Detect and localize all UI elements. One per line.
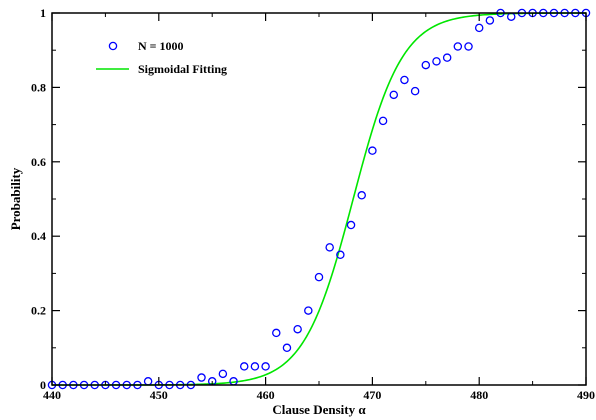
data-point: [474, 23, 484, 33]
data-point: [368, 146, 377, 155]
y-tick-label: 0: [40, 378, 46, 392]
plot-area: [47, 8, 591, 390]
legend: N = 1000 Sigmoidal Fitting: [96, 39, 227, 76]
legend-label-n-1000: N = 1000: [138, 39, 184, 53]
legend-label-sigmoidal-fitting: Sigmoidal Fitting: [138, 62, 227, 76]
data-point: [218, 369, 228, 379]
x-tick-label: 470: [363, 388, 381, 402]
y-tick-label: 0.2: [31, 304, 46, 318]
data-point: [314, 272, 324, 282]
series-line-sigmoidal-fitting: [52, 12, 586, 386]
data-point: [272, 328, 281, 338]
y-axis-label: Probability: [8, 167, 23, 230]
data-point: [400, 75, 409, 85]
data-point: [250, 362, 260, 371]
y-tick-label: 0.4: [31, 229, 46, 243]
data-point: [389, 90, 399, 100]
x-tick-label: 490: [577, 388, 595, 402]
plot-frame: [51, 12, 587, 386]
y-tick-label: 0.8: [31, 80, 46, 94]
x-tick-label: 480: [470, 388, 488, 402]
legend-marker-n-1000: [108, 41, 118, 51]
data-point: [378, 116, 388, 126]
data-point: [485, 16, 495, 25]
data-point: [325, 243, 334, 252]
x-axis-label: Clause Density α: [272, 402, 366, 417]
data-point: [304, 306, 313, 315]
y-tick-label: 0.6: [31, 155, 46, 169]
data-point: [442, 53, 452, 62]
x-tick-label: 440: [43, 388, 61, 402]
data-point: [282, 343, 292, 353]
data-point: [357, 191, 366, 200]
x-tick-label: 460: [257, 388, 275, 402]
data-point: [421, 60, 431, 70]
data-point: [336, 250, 345, 260]
data-point: [464, 42, 473, 51]
data-point: [453, 42, 463, 51]
data-point: [432, 57, 441, 66]
x-tick-label: 450: [150, 388, 168, 402]
data-point: [410, 86, 420, 96]
axes: 440 450 460 470 480 490 0 0.2 0.4 0.6 0.8 1 Clause D…: [8, 6, 595, 417]
data-point: [197, 373, 206, 382]
data-point: [261, 362, 270, 371]
data-point: [239, 362, 249, 371]
y-tick-label: 1: [40, 6, 46, 20]
data-point: [293, 324, 302, 334]
data-point: [143, 377, 153, 386]
data-point: [346, 220, 356, 230]
